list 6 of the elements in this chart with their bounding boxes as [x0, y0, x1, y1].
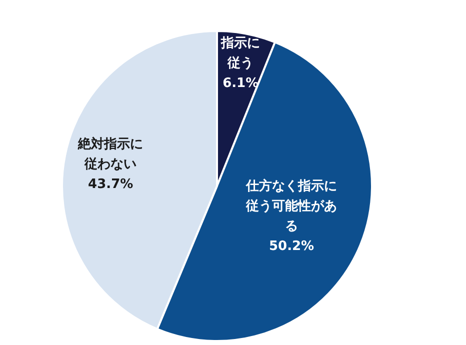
data-label: 43.7% [87, 176, 134, 194]
slice-label: 仕方なく指示に従う可能性がある [244, 178, 338, 236]
data-label: 50.2% [268, 238, 316, 256]
slice-label: 指示に従う [220, 35, 262, 74]
slice-label: 絶対指示に従わない [76, 136, 144, 174]
data-label: 6.1% [222, 75, 260, 94]
